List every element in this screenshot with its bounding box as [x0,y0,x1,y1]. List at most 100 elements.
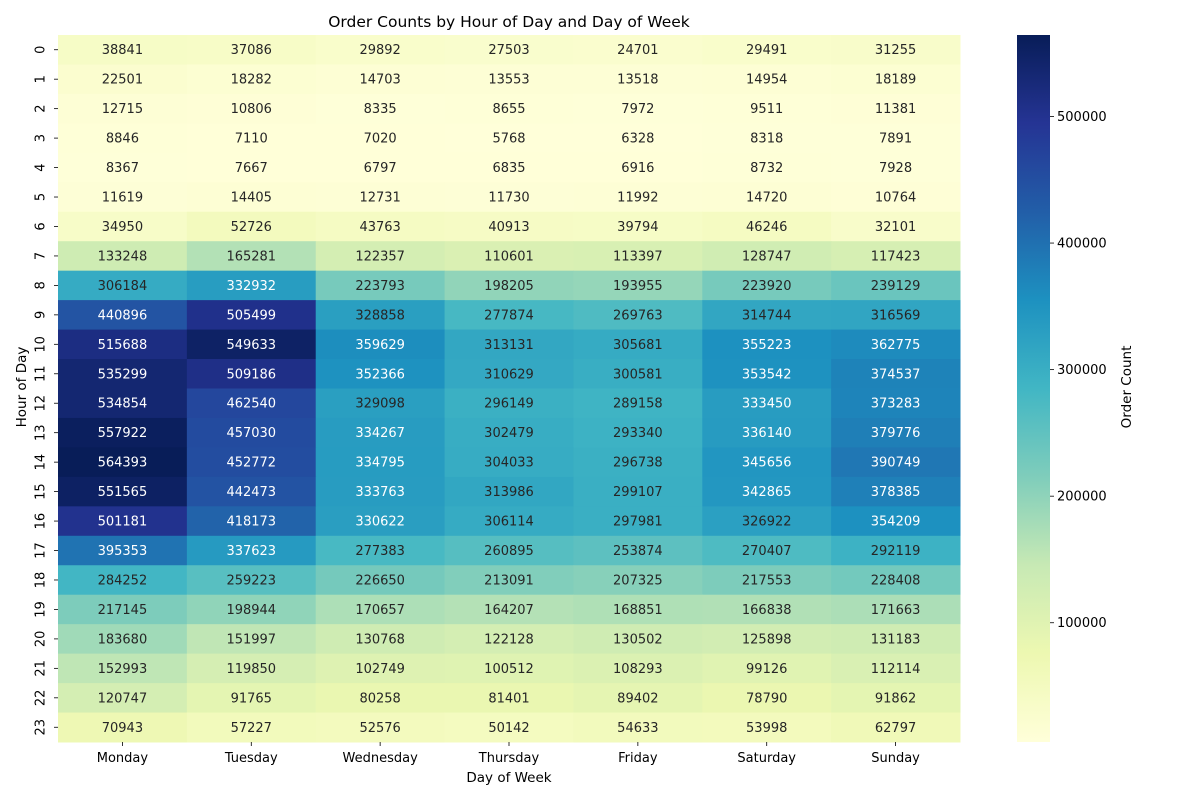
heatmap-cell [573,417,703,448]
cell-value-label: 122357 [355,249,405,264]
heatmap-cell [573,624,703,655]
cell-value-label: 442473 [226,485,276,500]
heatmap-cell [58,329,188,360]
heatmap-cell [702,653,832,684]
heatmap-cell [444,594,574,625]
heatmap-cell [573,123,703,154]
cell-value-label: 8655 [492,102,525,117]
cell-value-label: 330622 [355,515,405,530]
cell-value-label: 289158 [613,397,663,412]
heatmap-cell [186,241,317,272]
heatmap-cell [702,447,832,478]
heatmap-cell [58,565,188,596]
heatmap-cell [186,359,317,389]
heatmap-cell [831,683,961,714]
y-tick-label: 1 [34,75,49,83]
y-tick-label: 9 [34,311,49,319]
cell-value-label: 119850 [226,662,276,677]
heatmap-cell [573,93,703,124]
heatmap-cell [831,123,961,154]
heatmap-cell [444,476,574,507]
cell-value-label: 130768 [355,632,405,647]
y-tick-label: 5 [34,193,49,201]
cell-value-label: 99126 [746,662,787,677]
heatmap-cells: 38841 37086 29892 27503 24701 29491 31255 22501… [58,35,961,743]
cell-value-label: 11619 [102,191,143,206]
heatmap-cell [58,270,188,301]
heatmap-cell [444,300,574,331]
cell-value-label: 355223 [742,338,792,353]
cell-value-label: 296738 [613,456,663,471]
heatmap-cell [702,270,832,301]
cell-value-label: 509186 [226,367,276,382]
heatmap-cell [573,712,703,743]
heatmap-cell [831,506,961,537]
y-tick-label: 23 [34,719,49,736]
cell-value-label: 5768 [492,132,525,147]
heatmap-cell [315,683,446,714]
cell-value-label: 6835 [492,161,525,176]
heatmap-cell [315,123,446,154]
cell-value-label: 228408 [871,573,921,588]
heatmap-cell [573,476,703,507]
cell-value-label: 329098 [355,397,405,412]
cell-value-label: 207325 [613,573,663,588]
cell-value-label: 12715 [102,102,143,117]
cell-value-label: 14954 [746,73,787,88]
heatmap-cell [702,211,832,242]
cell-value-label: 390749 [871,456,921,471]
cell-value-label: 328858 [355,308,405,323]
cell-value-label: 297981 [613,515,663,530]
heatmap-cell [444,447,574,478]
heatmap-cell [831,152,961,183]
heatmap-cell [573,535,703,566]
cell-value-label: 171663 [871,603,921,618]
heatmap-cell [702,476,832,507]
heatmap-cell [573,653,703,684]
cell-value-label: 7928 [879,161,912,176]
cell-value-label: 12731 [359,191,400,206]
heatmap-cell [58,64,188,95]
cell-value-label: 152993 [98,662,148,677]
cell-value-label: 336140 [742,426,792,441]
cell-value-label: 362775 [871,338,921,353]
heatmap-cell [315,152,446,183]
x-tick-label: Saturday [737,751,796,766]
heatmap-cell [573,506,703,537]
cell-value-label: 6916 [621,161,654,176]
cell-value-label: 113397 [613,249,663,264]
cell-value-label: 354209 [871,515,921,530]
heatmap-cell [831,270,961,301]
heatmap-cell [573,594,703,625]
cell-value-label: 8318 [750,132,783,147]
cell-value-label: 168851 [613,603,663,618]
heatmap-cell [186,182,317,213]
heatmap-cell [186,565,317,596]
heatmap-cell [186,535,317,566]
y-tick-label: 12 [34,395,49,412]
heatmap-cell [186,624,317,655]
colorbar-tick-label: 400000 [1057,237,1107,252]
cell-value-label: 43763 [359,220,400,235]
cell-value-label: 549633 [226,338,276,353]
cell-value-label: 22501 [102,73,143,88]
heatmap-cell [702,152,832,183]
cell-value-label: 501181 [98,515,148,530]
cell-value-label: 379776 [871,426,921,441]
heatmap-cell [444,182,574,213]
cell-value-label: 551565 [98,485,148,500]
heatmap-cell [186,211,317,242]
cell-value-label: 557922 [98,426,148,441]
cell-value-label: 91862 [875,691,916,706]
cell-value-label: 7891 [879,132,912,147]
cell-value-label: 223793 [355,279,405,294]
cell-value-label: 14405 [231,191,272,206]
heatmap-cell [702,624,832,655]
heatmap-cell [702,359,832,389]
heatmap-cell [58,417,188,448]
cell-value-label: 34950 [102,220,143,235]
cell-value-label: 306184 [98,279,148,294]
heatmap-cell [444,712,574,743]
cell-value-label: 217145 [98,603,148,618]
